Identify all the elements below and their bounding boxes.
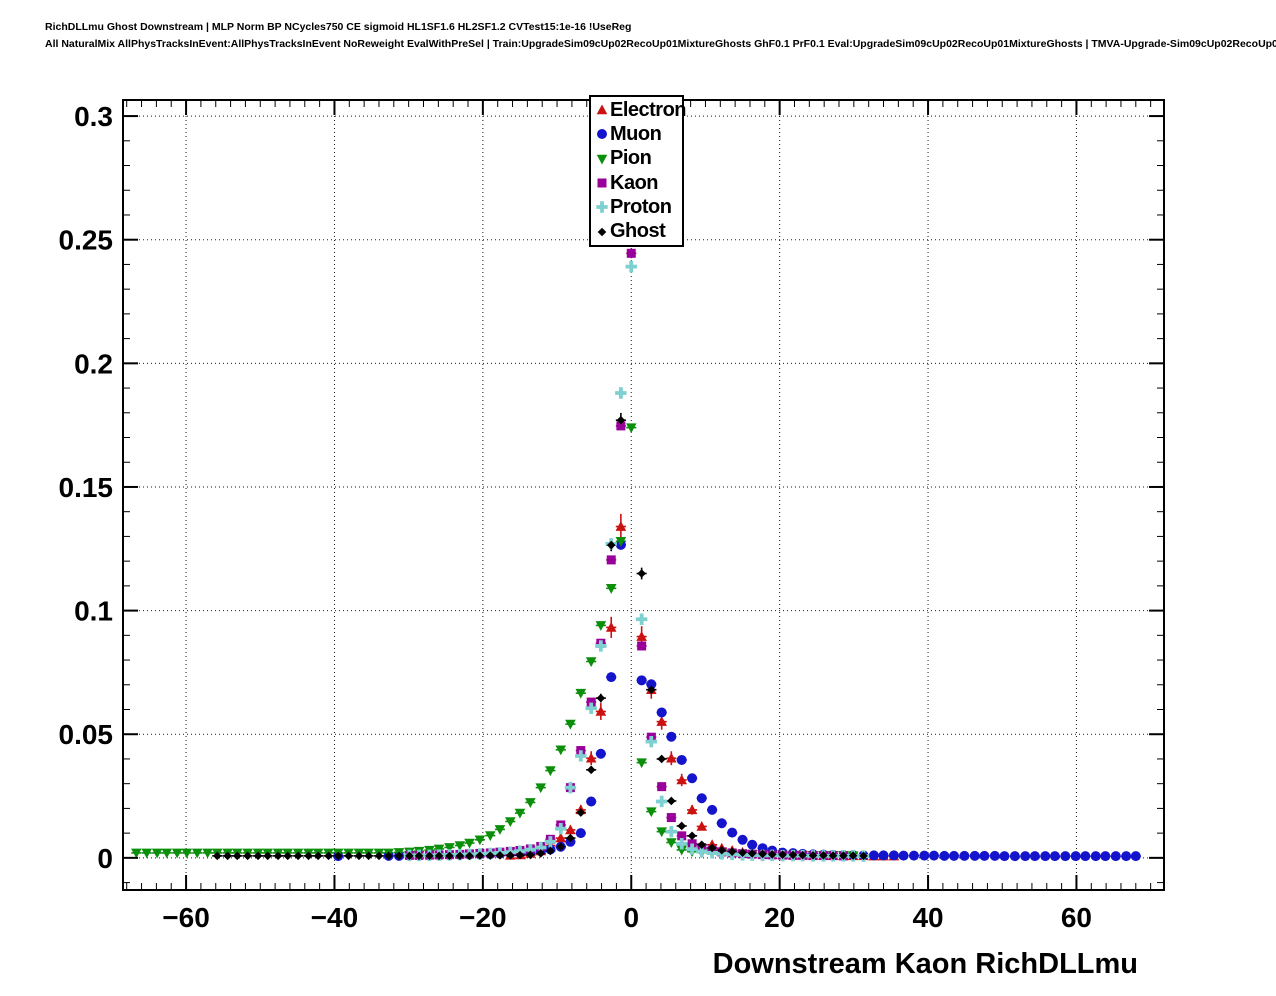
y-tick-label: 0.2 xyxy=(74,348,113,379)
legend-label: Ghost xyxy=(610,220,666,243)
legend-box: Electron Muon Pion Kaon Proton Ghost xyxy=(589,95,687,247)
series-markers-electron xyxy=(505,521,900,861)
series-markers-proton xyxy=(403,260,870,862)
y-tick-label: 0.05 xyxy=(59,719,114,750)
series-errorbars-pion xyxy=(131,423,859,858)
y-tick-label: 0.3 xyxy=(74,101,113,132)
electron-triangle-icon xyxy=(593,101,610,119)
x-tick-label: 60 xyxy=(1061,902,1092,933)
y-tick-label: 0.25 xyxy=(59,225,114,256)
y-tick-label: 0.15 xyxy=(59,472,114,503)
series-errorbars-kaon xyxy=(404,248,849,858)
series-errorbars-muon xyxy=(333,540,1141,858)
plot-title-line1: RichDLLmu Ghost Downstream | MLP Norm BP… xyxy=(45,21,632,33)
series-markers-pion xyxy=(131,423,859,862)
pion-triangle-down-icon xyxy=(593,150,610,168)
muon-circle-icon xyxy=(593,125,610,143)
legend-item-pion: Pion xyxy=(593,147,682,171)
series-markers-ghost xyxy=(212,415,868,861)
legend-item-ghost: Ghost xyxy=(593,220,682,244)
proton-plus-icon xyxy=(593,198,610,216)
legend-item-kaon: Kaon xyxy=(593,171,682,195)
series-markers-kaon xyxy=(404,248,848,861)
series-markers-muon xyxy=(333,539,1141,862)
ghost-diamond-icon xyxy=(593,223,610,241)
x-tick-label: −40 xyxy=(311,902,359,933)
legend-item-muon: Muon xyxy=(593,122,682,146)
axis-ticks xyxy=(123,100,1164,890)
kaon-square-icon xyxy=(593,174,610,192)
plot-title-line2: All NaturalMix AllPhysTracksInEvent:AllP… xyxy=(45,38,1276,50)
series-errorbars-electron xyxy=(505,513,899,858)
axis-tick-labels: −60 −40 −20 0 20 40 60 0 0.05 0.1 0.15 0.2 0.25 0.3 xyxy=(59,101,1093,933)
y-tick-label: 0 xyxy=(97,843,113,874)
legend-label: Pion xyxy=(610,147,652,170)
legend-item-electron: Electron xyxy=(593,98,687,122)
x-tick-label: 20 xyxy=(764,902,795,933)
legend-label: Electron xyxy=(610,98,687,121)
x-tick-label: 40 xyxy=(912,902,943,933)
legend-label: Kaon xyxy=(610,171,659,194)
series-errorbars-proton xyxy=(404,260,869,858)
legend-label: Muon xyxy=(610,122,662,145)
legend-item-proton: Proton xyxy=(593,195,682,219)
x-tick-label: −60 xyxy=(162,902,210,933)
data-points-layer xyxy=(131,248,1141,862)
x-tick-label: 0 xyxy=(623,902,639,933)
x-tick-label: −20 xyxy=(459,902,507,933)
legend-label: Proton xyxy=(610,195,672,218)
x-axis-title: Downstream Kaon RichDLLmu xyxy=(713,948,1138,980)
y-tick-label: 0.1 xyxy=(74,596,113,627)
